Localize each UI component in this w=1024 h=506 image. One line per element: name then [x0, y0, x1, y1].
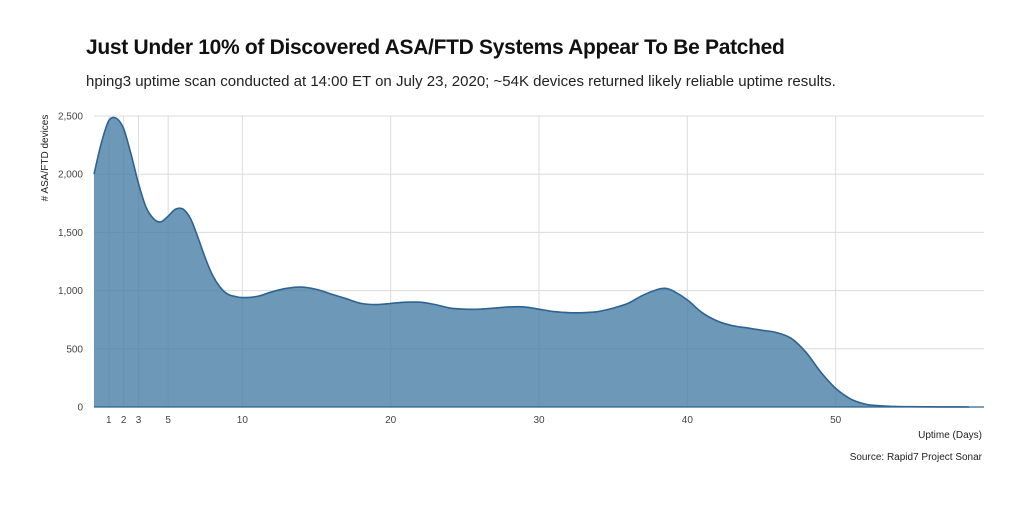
source-caption: Source: Rapid7 Project Sonar [849, 452, 982, 463]
x-tick-label: 20 [385, 415, 397, 426]
x-axis-ticks: 1 2 3 5 10 20 30 40 50 [106, 415, 842, 426]
area-fill [94, 117, 970, 407]
series-line [93, 116, 970, 408]
y-axis-title: # ASA/FTD devices [40, 115, 51, 202]
x-axis-title: Uptime (Days) [918, 430, 982, 441]
y-tick-label: 1,500 [58, 228, 83, 239]
chart-subtitle: hping3 uptime scan conducted at 14:00 ET… [86, 73, 836, 90]
x-tick-label: 2 [121, 415, 127, 426]
x-tick-label: 5 [165, 415, 171, 426]
x-tick-label: 10 [237, 415, 249, 426]
y-tick-label: 1,000 [58, 286, 83, 297]
y-tick-label: 2,500 [58, 112, 83, 123]
x-tick-label: 50 [830, 415, 842, 426]
chart-title: Just Under 10% of Discovered ASA/FTD Sys… [86, 36, 785, 59]
x-tick-label: 40 [682, 415, 694, 426]
y-tick-label: 2,000 [58, 170, 83, 181]
x-tick-label: 1 [106, 415, 112, 426]
y-tick-label: 500 [66, 344, 83, 355]
y-axis-ticks: 0 500 1,000 1,500 2,000 2,500 [58, 112, 83, 414]
x-tick-label: 30 [533, 415, 545, 426]
x-tick-label: 3 [136, 415, 142, 426]
y-tick-label: 0 [77, 403, 83, 414]
